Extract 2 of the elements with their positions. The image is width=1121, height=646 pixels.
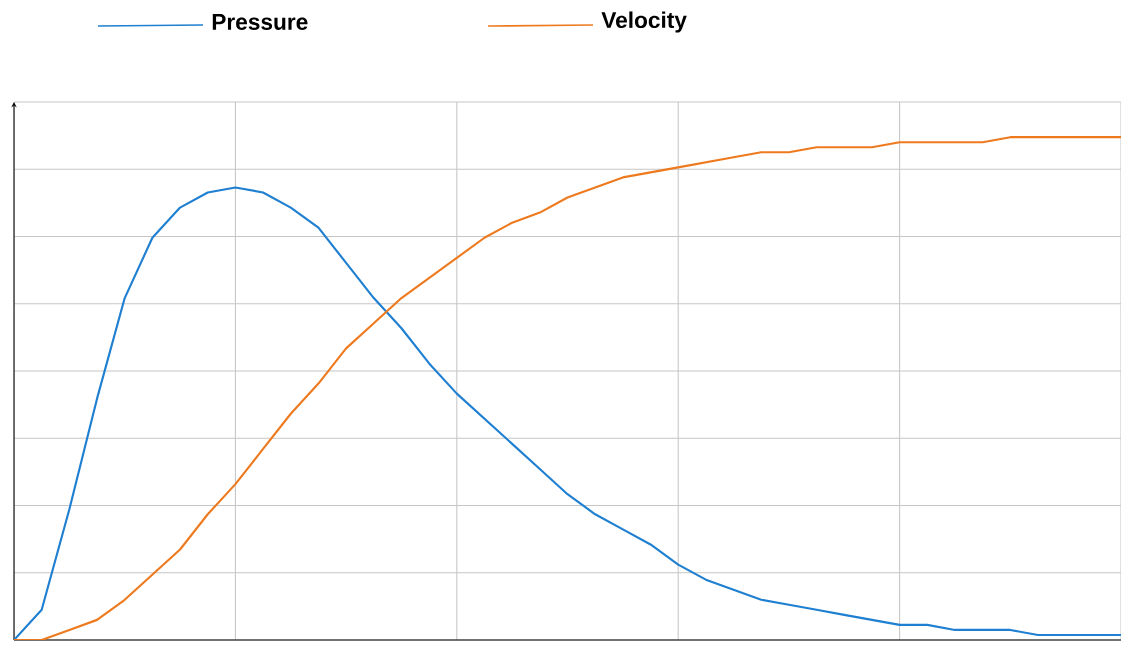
legend-label: Pressure: [212, 14, 308, 30]
legend-label: Velocity: [601, 11, 687, 33]
